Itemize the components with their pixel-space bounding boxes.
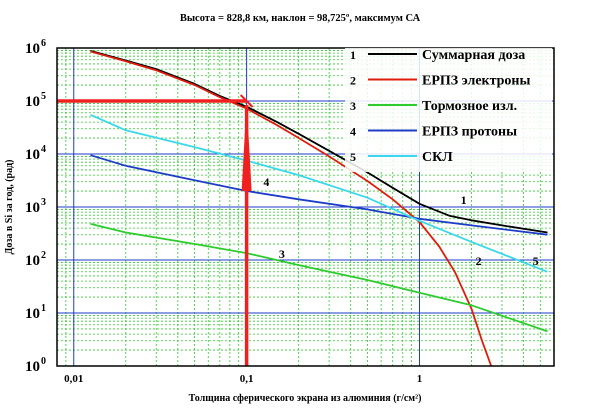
y-tick-exponent: 4	[41, 144, 46, 155]
y-tick-base: 10	[25, 200, 40, 216]
legend-background	[345, 48, 552, 172]
curve-labels: 1 2 3 4 5	[263, 175, 538, 268]
y-tick-label: 10	[25, 306, 40, 322]
series-line-4	[90, 154, 548, 236]
legend-label: Тормозное изл.	[422, 99, 517, 114]
x-tick-labels: 0,01 0,1 1	[64, 373, 422, 385]
y-axis-label: Доза в Si за год, (рад)	[4, 160, 15, 255]
plot-border	[56, 47, 555, 367]
y-tick-base: 10	[25, 94, 40, 110]
y-tick-label: 10	[25, 200, 40, 216]
x-tick-label: 0,01	[64, 373, 83, 385]
marker-point	[239, 94, 254, 108]
legend-number: 4	[350, 125, 356, 139]
series-layer	[90, 50, 548, 366]
marker-arrow-head	[241, 101, 252, 191]
curve-label-5: 5	[533, 254, 539, 268]
curve-label-4: 4	[263, 175, 269, 189]
y-tick-exponent: 2	[41, 250, 46, 261]
y-tick-label: 10	[25, 41, 40, 57]
y-tick-label: 10	[25, 253, 40, 269]
series-line-2	[90, 50, 493, 366]
curve-label-2: 2	[476, 254, 482, 268]
legend-label: ЕРПЗ протоны	[422, 125, 517, 140]
chart-title: Высота = 828,8 км, наклон = 98,725º, мак…	[180, 13, 421, 24]
legend-label: ЕРПЗ электроны	[422, 74, 531, 89]
legend-label: Суммарная доза	[422, 48, 525, 63]
y-tick-exponent: 3	[41, 197, 46, 208]
y-tick-exponent: 0	[41, 356, 46, 367]
y-tick-exponent: 1	[41, 303, 46, 314]
legend-label: СКЛ	[422, 150, 453, 165]
series-line-5	[90, 113, 548, 273]
series-line-1	[90, 50, 548, 234]
x-tick-label: 0,1	[240, 373, 254, 385]
y-tick-label: 10	[25, 94, 40, 110]
y-tick-exponent: 6	[41, 38, 46, 49]
y-tick-base: 10	[25, 253, 40, 269]
x-tick-label: 1	[417, 373, 423, 385]
legend-number: 2	[350, 74, 356, 88]
y-tick-base: 10	[25, 306, 40, 322]
legend-number: 5	[350, 150, 356, 164]
y-tick-label: 10	[25, 147, 40, 163]
y-tick-base: 10	[25, 147, 40, 163]
curve-label-3: 3	[279, 247, 285, 261]
legend-number: 1	[350, 48, 356, 62]
marker-layer	[57, 94, 254, 366]
y-tick-exponent: 5	[41, 91, 46, 102]
curve-label-1: 1	[461, 193, 467, 207]
legend: 1 Суммарная доза 2 ЕРПЗ электроны 3 Тормозное…	[345, 48, 552, 172]
y-tick-base: 10	[25, 359, 40, 375]
x-axis-label: Толщина сферического экрана из алюминия …	[189, 393, 422, 404]
y-tick-base: 10	[25, 41, 40, 57]
legend-number: 3	[350, 99, 356, 113]
y-tick-label: 10	[25, 359, 40, 375]
series-line-3	[90, 223, 548, 333]
